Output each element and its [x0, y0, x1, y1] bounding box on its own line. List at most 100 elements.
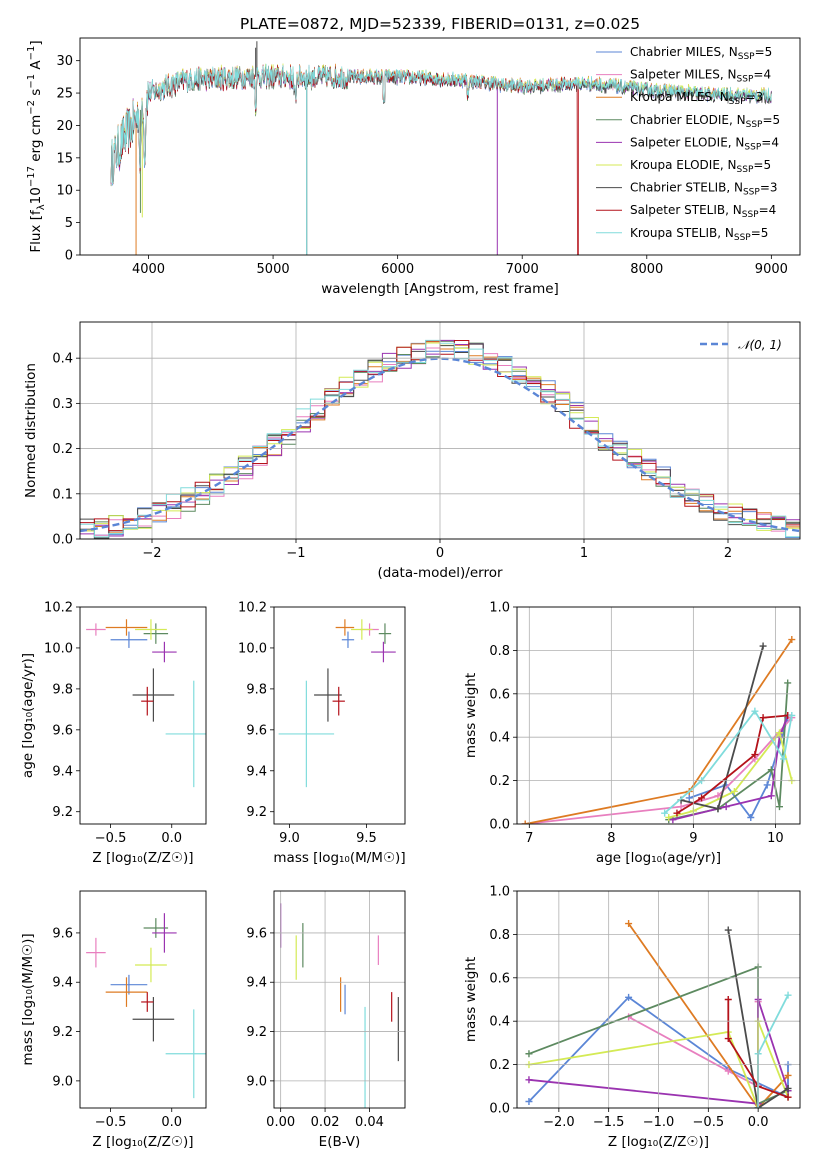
legend-entry-sub: SSP [744, 142, 761, 152]
legend-entry-sub: SSP [729, 97, 746, 107]
legend-entry: Chabrier STELIB, NSSP=3 [630, 181, 778, 198]
y-tick-label: 9.0 [246, 1074, 267, 1089]
x-tick-label: 0.0 [161, 1115, 182, 1130]
legend-entry-nssp: 5 [773, 113, 781, 127]
weight-marker [714, 805, 722, 813]
y-tick-label: 9.2 [246, 805, 267, 820]
weight-marker [788, 636, 796, 644]
x-axis-label: wavelength [Angstrom, rest frame] [321, 281, 559, 297]
legend-entry: Chabrier ELODIE, NSSP=5 [630, 113, 780, 130]
legend-entry-nssp: 4 [769, 203, 777, 217]
x-tick-label: 8 [607, 831, 615, 846]
legend-entry: 𝒩(0, 1) [738, 338, 782, 352]
y-tick-label: 25 [56, 87, 73, 102]
x-tick-label: 9000 [755, 262, 788, 277]
y-tick-label: 9.2 [246, 1025, 267, 1040]
x-axis-label: Z [log₁₀(Z/Z☉)] [608, 1134, 709, 1150]
weight-marker [724, 1067, 732, 1075]
axes-frame [79, 606, 207, 825]
weight-marker [751, 707, 759, 715]
x-tick-label: −1.0 [643, 1115, 675, 1130]
legend-entry-n: , N [720, 158, 737, 172]
y-tick-label: 10.0 [238, 641, 267, 656]
y-tick-label: 9.8 [246, 682, 267, 697]
x-tick-label: −0.5 [95, 1115, 127, 1130]
weight-marker [784, 991, 792, 999]
axes-frame [516, 606, 801, 825]
x-tick-label: 5000 [257, 262, 290, 277]
x-tick-label: 0 [436, 546, 444, 561]
legend-entry-sub: SSP [734, 233, 751, 243]
axes-frame [79, 890, 207, 1109]
y-tick-label: 0.0 [52, 533, 73, 548]
y-tick-label: 9.6 [52, 926, 73, 941]
legend-entry-n: , N [712, 90, 729, 104]
y-axis-label-part: ] [28, 40, 44, 45]
weight-marker [784, 1084, 792, 1092]
axes-frame [79, 321, 801, 540]
spectrum-line [110, 63, 772, 186]
legend-entry-name: Kroupa ELODIE [630, 158, 720, 172]
y-tick-label: 9.4 [52, 764, 73, 779]
y-tick-label: 10.0 [44, 641, 73, 656]
weight-marker [665, 813, 673, 821]
weight-marker [724, 996, 732, 1003]
weight-marker [698, 794, 706, 802]
plot-area [521, 636, 796, 824]
legend-entry-eq: = [762, 113, 772, 127]
y-tick-label: 30 [56, 54, 73, 69]
x-tick-label: 7000 [506, 262, 539, 277]
y-tick-label: 10 [56, 184, 73, 199]
y-tick-label: 0.0 [489, 1102, 510, 1117]
y-axis-label-part: 10 [28, 187, 44, 204]
legend-entry-nssp: 5 [761, 226, 769, 240]
legend-entry-eq: = [753, 68, 763, 82]
weight-marker [677, 803, 685, 811]
y-tick-label: 9.2 [52, 805, 73, 820]
y-tick-label: 0.2 [489, 774, 510, 789]
legend-entry-eq: = [760, 181, 770, 195]
weight-marker [784, 679, 792, 687]
y-axis-label-part: −17 [26, 166, 37, 187]
y-tick-label: 0 [65, 249, 73, 264]
plot-area [278, 619, 396, 788]
y-axis-label-part: −1 [26, 46, 37, 61]
chart-weight-vs-Z: −2.0 −1.5 −1.0 −0.5 0.0 0.0 0.2 0.4 0.6 0.8 1.0 Z [… [463, 885, 801, 1150]
weight-line [627, 922, 789, 1108]
plot-area [110, 41, 772, 255]
x-tick-label: 4000 [132, 262, 165, 277]
legend-entry-sub: SSP [743, 188, 760, 198]
y-tick-label: 0.1 [52, 487, 73, 502]
weight-marker [784, 1093, 792, 1101]
x-tick-label: −2 [142, 546, 161, 561]
weight-marker [661, 809, 669, 817]
weight-marker [763, 781, 771, 789]
y-tick-label: 1.0 [489, 885, 510, 900]
y-tick-label: 9.6 [246, 926, 267, 941]
y-axis-label-part: erg cm [28, 115, 44, 166]
x-tick-label: 0.02 [311, 1115, 340, 1130]
y-tick-label: 0.4 [489, 731, 510, 746]
weight-marker [730, 787, 738, 795]
x-tick-label: 9.0 [279, 831, 300, 846]
legend-entry-nssp: 4 [763, 68, 771, 82]
weight-line [727, 929, 789, 1108]
weight-marker [525, 1097, 533, 1105]
y-tick-label: 0.4 [489, 1015, 510, 1030]
weight-marker [521, 820, 529, 824]
y-tick-label: 9.4 [246, 764, 267, 779]
weight-line [525, 717, 793, 824]
legend-entry-name: Kroupa MILES [630, 90, 712, 104]
y-axis-label-part: Flux [f [28, 209, 44, 253]
y-tick-label: 9.8 [52, 682, 73, 697]
legend-entry: Kroupa MILES, NSSP=3 [630, 90, 763, 107]
weight-marker [759, 642, 767, 650]
weight-marker [724, 1035, 732, 1043]
chart-age-vs-mass: 9.0 9.5 9.2 9.4 9.6 9.8 10.0 10.2 mass [log₁₀(M/… [238, 601, 406, 867]
legend-entry: Salpeter STELIB, NSSP=4 [630, 203, 776, 220]
legend-entry-name: Chabrier MILES [630, 45, 721, 59]
chart-mass-vs-ebv: 0.00 0.02 0.04 9.0 9.2 9.4 9.6 E(B-V) [246, 890, 406, 1150]
y-tick-label: 9.4 [52, 976, 73, 991]
weight-marker [747, 813, 755, 821]
weight-line [528, 1020, 789, 1108]
